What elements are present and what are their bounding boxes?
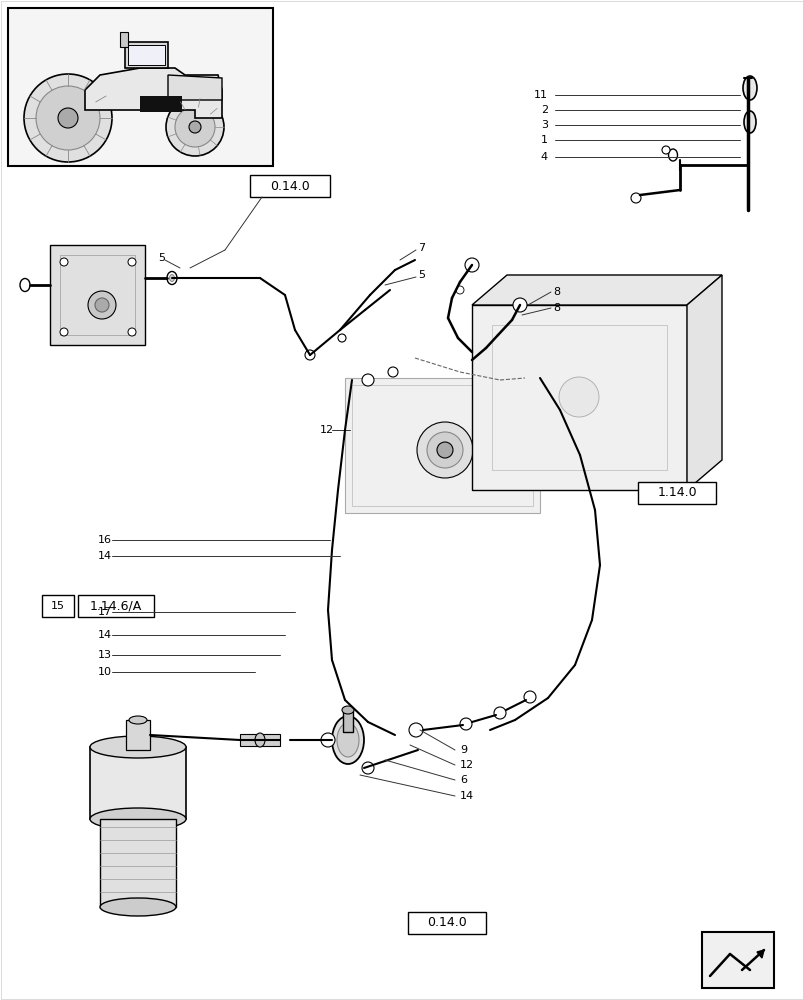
Ellipse shape bbox=[255, 733, 265, 747]
Circle shape bbox=[437, 442, 452, 458]
Text: 11: 11 bbox=[533, 90, 548, 100]
Text: 1: 1 bbox=[540, 135, 548, 145]
Circle shape bbox=[304, 350, 315, 360]
Ellipse shape bbox=[100, 898, 176, 916]
Bar bbox=[100, 819, 176, 907]
Circle shape bbox=[388, 367, 397, 377]
Bar bbox=[120, 32, 128, 47]
Circle shape bbox=[409, 723, 422, 737]
Bar bbox=[407, 912, 485, 934]
Bar bbox=[42, 595, 74, 617]
Bar bbox=[50, 245, 145, 345]
Polygon shape bbox=[686, 275, 721, 490]
Circle shape bbox=[24, 74, 112, 162]
Text: 0.14.0: 0.14.0 bbox=[426, 916, 467, 929]
Text: 14: 14 bbox=[98, 551, 112, 561]
Ellipse shape bbox=[20, 278, 30, 292]
Ellipse shape bbox=[128, 716, 147, 724]
Circle shape bbox=[175, 107, 214, 147]
Text: 12: 12 bbox=[320, 425, 334, 435]
Text: 1.14.0: 1.14.0 bbox=[656, 487, 696, 499]
Text: 8: 8 bbox=[552, 303, 560, 313]
Circle shape bbox=[558, 377, 598, 417]
Polygon shape bbox=[85, 68, 222, 118]
Circle shape bbox=[320, 733, 335, 747]
Text: 15: 15 bbox=[51, 601, 65, 611]
Text: 17: 17 bbox=[98, 607, 112, 617]
Bar bbox=[90, 747, 185, 819]
Polygon shape bbox=[128, 45, 165, 65]
Circle shape bbox=[426, 432, 463, 468]
Ellipse shape bbox=[332, 716, 364, 764]
Bar bbox=[638, 482, 715, 504]
Circle shape bbox=[464, 258, 479, 272]
Bar bbox=[471, 305, 686, 490]
Text: 13: 13 bbox=[98, 650, 112, 660]
Circle shape bbox=[337, 334, 345, 342]
Circle shape bbox=[36, 86, 100, 150]
Circle shape bbox=[524, 691, 536, 703]
Circle shape bbox=[630, 193, 640, 203]
Ellipse shape bbox=[743, 111, 755, 133]
Circle shape bbox=[459, 718, 471, 730]
Text: 16: 16 bbox=[98, 535, 112, 545]
Bar bbox=[78, 595, 154, 617]
Text: 7: 7 bbox=[418, 243, 425, 253]
Ellipse shape bbox=[341, 706, 353, 714]
Bar bbox=[250, 175, 329, 197]
Ellipse shape bbox=[167, 271, 177, 284]
Ellipse shape bbox=[169, 274, 174, 282]
Polygon shape bbox=[124, 42, 168, 68]
Text: 14: 14 bbox=[98, 630, 112, 640]
Text: 12: 12 bbox=[459, 760, 474, 770]
Bar bbox=[126, 720, 150, 750]
Text: 5: 5 bbox=[418, 270, 425, 280]
Circle shape bbox=[361, 374, 373, 386]
Text: 1.14.6/A: 1.14.6/A bbox=[90, 599, 142, 612]
Circle shape bbox=[128, 328, 136, 336]
Bar bbox=[352, 385, 532, 506]
Text: 3: 3 bbox=[540, 120, 548, 130]
Polygon shape bbox=[756, 950, 763, 958]
Circle shape bbox=[417, 422, 472, 478]
Circle shape bbox=[661, 146, 669, 154]
Text: 9: 9 bbox=[459, 745, 467, 755]
Bar bbox=[8, 8, 273, 166]
Bar bbox=[240, 734, 279, 746]
Ellipse shape bbox=[667, 149, 677, 161]
Circle shape bbox=[512, 298, 526, 312]
Text: 14: 14 bbox=[459, 791, 474, 801]
Polygon shape bbox=[168, 75, 222, 100]
Circle shape bbox=[455, 286, 463, 294]
Text: 6: 6 bbox=[459, 775, 467, 785]
Circle shape bbox=[95, 298, 109, 312]
Text: 10: 10 bbox=[98, 667, 112, 677]
Circle shape bbox=[361, 762, 373, 774]
Circle shape bbox=[189, 121, 201, 133]
Text: 5: 5 bbox=[158, 253, 165, 263]
Bar bbox=[60, 255, 135, 335]
Bar bbox=[344, 378, 540, 513]
Text: 4: 4 bbox=[540, 152, 548, 162]
Circle shape bbox=[165, 98, 224, 156]
Bar bbox=[701, 932, 773, 988]
Text: 2: 2 bbox=[540, 105, 548, 115]
Circle shape bbox=[88, 291, 116, 319]
Bar bbox=[491, 325, 666, 470]
Bar bbox=[140, 96, 181, 112]
Ellipse shape bbox=[336, 723, 359, 757]
Bar bbox=[343, 710, 353, 732]
Polygon shape bbox=[471, 275, 721, 305]
Circle shape bbox=[60, 328, 68, 336]
Ellipse shape bbox=[90, 736, 185, 758]
Circle shape bbox=[493, 707, 505, 719]
Ellipse shape bbox=[742, 76, 756, 100]
Text: 8: 8 bbox=[552, 287, 560, 297]
Text: 0.14.0: 0.14.0 bbox=[270, 180, 309, 193]
Circle shape bbox=[60, 258, 68, 266]
Ellipse shape bbox=[90, 808, 185, 830]
Circle shape bbox=[128, 258, 136, 266]
Circle shape bbox=[58, 108, 78, 128]
